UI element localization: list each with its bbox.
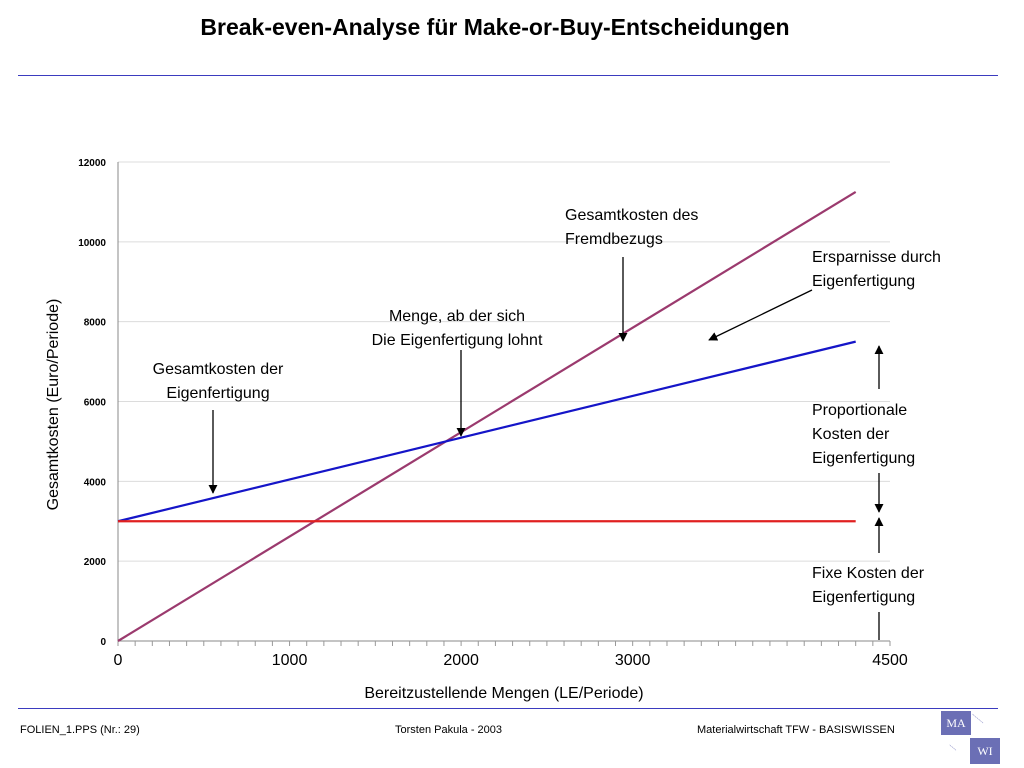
x-tick-label: 1000 [272, 652, 308, 669]
footer-divider [18, 708, 998, 709]
annotation-a_prop: Proportionale [812, 402, 907, 419]
y-tick-label: 4000 [84, 477, 107, 488]
annotation-a_spar: Ersparnisse durch [812, 249, 941, 266]
arrow-ersparnisse [708, 289, 813, 341]
series-line-buy [117, 190, 857, 642]
annotation-a_prop: Kosten der [812, 426, 890, 443]
logo-wi: WI [970, 738, 1000, 764]
series-line-make [117, 340, 856, 523]
x-tick-label: 2000 [443, 652, 479, 669]
annotation-a_fremd: Gesamtkosten des [565, 207, 698, 224]
annotation-a_prop: Eigenfertigung [812, 450, 915, 467]
footer-course: Materialwirtschaft TFW - BASISWISSEN [697, 724, 895, 736]
annotation-a_fix: Fixe Kosten der [812, 565, 925, 582]
annotation-a_eigen: Eigenfertigung [166, 385, 269, 402]
footer-file: FOLIEN_1.PPS (Nr.: 29) [20, 724, 140, 736]
y-tick-label: 10000 [78, 238, 106, 249]
annotation-a_spar: Eigenfertigung [812, 273, 915, 290]
x-axis-label: Bereitzustellende Mengen (LE/Periode) [364, 685, 643, 702]
y-axis-label: Gesamtkosten (Euro/Periode) [45, 299, 62, 511]
y-tick-label: 0 [100, 637, 106, 648]
x-tick-label: 4500 [872, 652, 908, 669]
page-title: Break-even-Analyse für Make-or-Buy-Entsc… [200, 14, 790, 40]
y-tick-label: 8000 [84, 318, 107, 329]
y-tick-label: 6000 [84, 398, 107, 409]
logo-ma: MA [941, 711, 971, 735]
x-tick-label: 0 [114, 652, 123, 669]
annotation-a_be: Die Eigenfertigung lohnt [372, 332, 543, 349]
annotation-a_fix: Eigenfertigung [812, 589, 915, 606]
x-tick-label: 3000 [615, 652, 651, 669]
y-tick-label: 2000 [84, 557, 107, 568]
y-tick-label: 12000 [78, 158, 106, 169]
annotation-a_eigen: Gesamtkosten der [153, 361, 284, 378]
annotation-a_be: Menge, ab der sich [389, 308, 525, 325]
footer-author: Torsten Pakula - 2003 [395, 724, 503, 736]
annotation-a_fremd: Fremdbezugs [565, 231, 663, 248]
header-divider [18, 75, 998, 76]
